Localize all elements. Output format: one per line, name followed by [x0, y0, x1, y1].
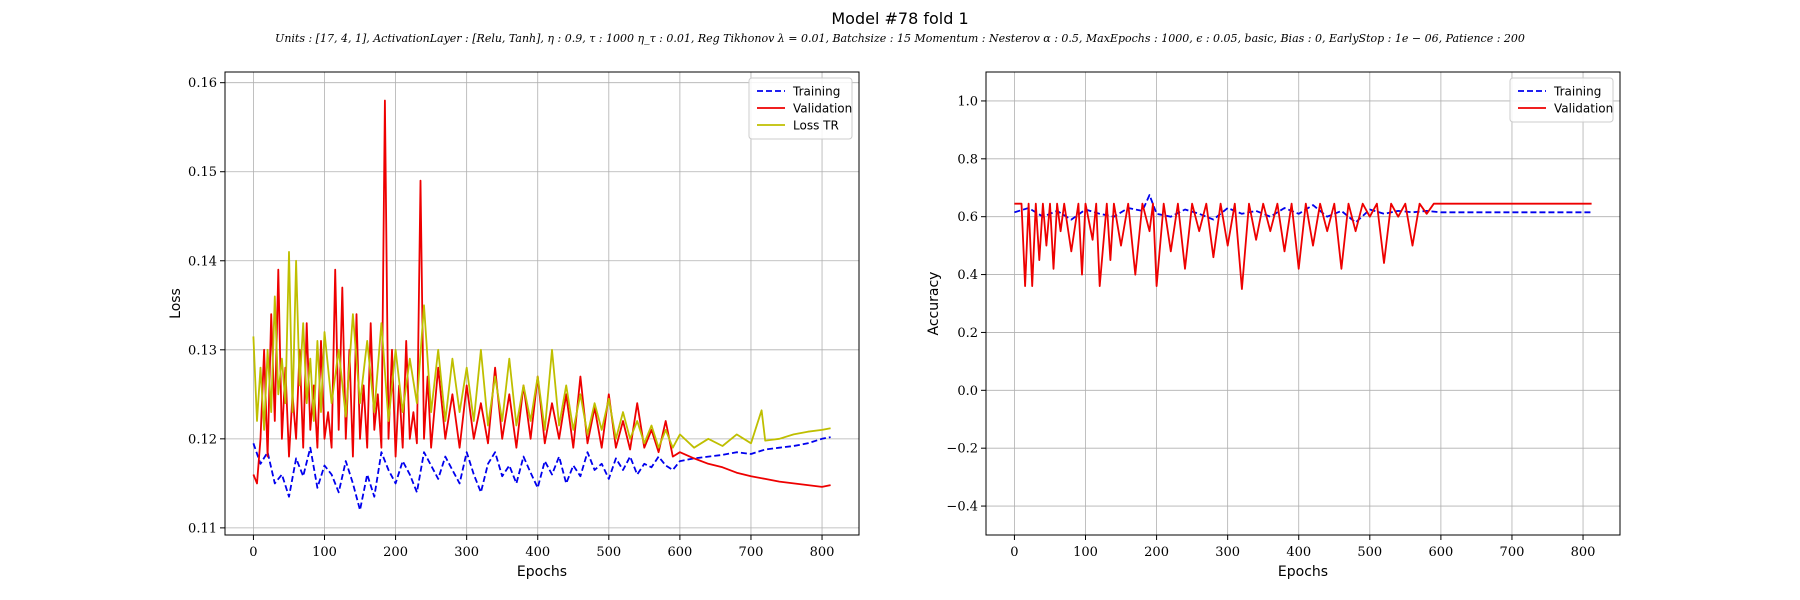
x-tick-label: 800 — [1571, 545, 1596, 560]
y-tick-label: 0.14 — [188, 254, 217, 269]
figure-subtitle: Units : [17, 4, 1], ActivationLayer : [R… — [275, 32, 1525, 45]
x-axis-label: Epochs — [517, 564, 567, 580]
series-line-validation — [252, 99, 831, 488]
figure-title: Model #78 fold 1 — [831, 9, 968, 28]
y-tick-label: 0.16 — [188, 76, 217, 91]
y-tick-label: 0.13 — [188, 343, 217, 358]
legend-label: Training — [1553, 85, 1601, 99]
series-line-training — [1014, 194, 1592, 224]
accuracy-chart: 0 100 200 300 400 500 600 700 800 −0.4 −0.2 0.0 0.2 0… — [926, 71, 1621, 580]
y-tick-label: 0.2 — [957, 326, 978, 341]
plot-area — [252, 99, 831, 512]
y-tick-label: 0.15 — [188, 165, 217, 180]
legend-box — [1509, 77, 1614, 123]
legend: Training Validation — [1509, 77, 1614, 123]
x-tick-label: 600 — [1428, 545, 1453, 560]
loss-chart: 0 100 200 300 400 500 600 700 800 0.11 0.12 0.13 0.1… — [168, 71, 860, 580]
y-tick-label: 0.8 — [957, 152, 978, 167]
x-tick-label: 300 — [1215, 545, 1240, 560]
legend-label: Loss TR — [793, 119, 839, 133]
x-tick-label: 800 — [810, 545, 835, 560]
legend-label: Training — [792, 85, 840, 99]
y-axis-label: Loss — [168, 288, 184, 319]
legend-label: Validation — [793, 102, 852, 116]
y-tick-label: −0.2 — [946, 442, 978, 457]
y-tick-label: 0.6 — [957, 210, 978, 225]
x-tick-label: 400 — [525, 545, 550, 560]
legend-label: Validation — [1554, 102, 1613, 116]
axes-frame — [224, 71, 860, 536]
y-tick-label: 0.0 — [957, 384, 978, 399]
y-tick-label: −0.4 — [946, 500, 978, 515]
x-tick-label: 300 — [454, 545, 479, 560]
x-tick-label: 400 — [1286, 545, 1311, 560]
x-tick-label: 200 — [1144, 545, 1169, 560]
x-tick-label: 700 — [1500, 545, 1525, 560]
x-tick-label: 0 — [249, 545, 257, 560]
x-tick-label: 500 — [596, 545, 621, 560]
legend-box — [748, 77, 853, 140]
x-axis-label: Epochs — [1278, 564, 1328, 580]
x-tick-label: 200 — [383, 545, 408, 560]
x-tick-label: 100 — [312, 545, 337, 560]
series-line-training — [252, 436, 831, 512]
x-tick-label: 700 — [739, 545, 764, 560]
x-tick-label: 100 — [1073, 545, 1098, 560]
series-line-loss-tr — [252, 250, 831, 449]
y-tick-label: 0.4 — [957, 268, 978, 283]
plot-area — [1014, 194, 1592, 290]
y-tick-label: 0.11 — [188, 521, 217, 536]
y-axis-label: Accuracy — [926, 272, 942, 336]
x-tick-label: 600 — [667, 545, 692, 560]
y-tick-label: 1.0 — [957, 94, 978, 109]
x-tick-label: 0 — [1010, 545, 1018, 560]
x-tick-label: 500 — [1357, 545, 1382, 560]
legend: Training Validation Loss TR — [748, 77, 853, 140]
y-tick-label: 0.12 — [188, 432, 217, 447]
series-line-validation — [1014, 202, 1592, 290]
axes-frame — [985, 71, 1621, 536]
